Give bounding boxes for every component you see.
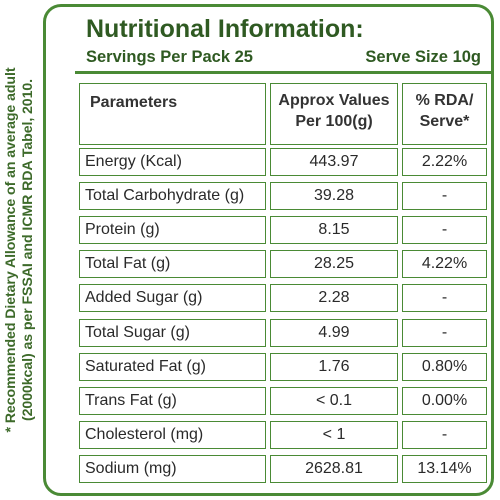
table-row: Saturated Fat (g) 1.76 0.80% [46,352,491,381]
value-cell: 443.97 [270,148,398,176]
parameter-cell: Added Sugar (g) [79,284,266,313]
header-rda-label: % RDA/ Serve* [415,92,474,130]
parameter-cell: Total Carbohydrate (g) [79,182,266,211]
table-row: Total Fat (g) 28.25 4.22% [46,250,491,279]
table-row: Total Sugar (g) 4.99- [46,318,491,347]
parameter-cell: Sodium (mg) [79,454,266,483]
parameter-cell: Saturated Fat (g) [79,352,266,381]
table-row: Added Sugar (g) 2.28- [46,284,491,313]
rda-cell: 2.22% [402,148,487,176]
parameter-cell: Total Fat (g) [79,250,266,279]
rda-cell: 4.22% [402,250,487,279]
value-cell: 2628.81 [270,454,398,483]
rda-cell: - [402,284,487,313]
value-cell: < 1 [270,420,398,449]
value-cell: < 0.1 [270,386,398,415]
footnote-line-1: * Recommended Dietary Allowance of an av… [3,67,19,433]
parameter-cell: Cholesterol (mg) [79,420,266,449]
footnote-text: * Recommended Dietary Allowance of an av… [3,0,39,500]
parameter-cell: Trans Fat (g) [79,386,266,415]
servings-per-pack: Servings Per Pack 25 [86,48,253,66]
header-approx-label: Approx Values Per 100(g) [278,92,390,130]
parameter-cell: Protein (g) [79,216,266,245]
footnote: * Recommended Dietary Allowance of an av… [3,0,39,500]
table-row: Protein (g) 8.15- [46,216,491,245]
rda-cell: 0.80% [402,352,487,381]
nutrition-label: Nutritional Information: Servings Per Pa… [43,4,494,496]
rda-cell: 13.14% [402,454,487,483]
value-cell: 2.28 [270,284,398,313]
table-row: Energy (Kcal) 443.97 2.22% [46,148,491,176]
header-divider [75,71,491,74]
rda-cell: - [402,420,487,449]
value-cell: 28.25 [270,250,398,279]
footnote-line-2: (2000kcal) as per FSSAI and ICMR RDA Tab… [20,78,36,422]
value-cell: 4.99 [270,318,398,347]
parameter-cell: Energy (Kcal) [79,148,266,176]
parameter-cell: Total Sugar (g) [79,318,266,347]
value-cell: 1.76 [270,352,398,381]
header-parameters-label: Parameters [90,94,178,111]
header-approx-values: Approx Values Per 100(g) [270,83,398,145]
header-parameters: Parameters [79,83,266,145]
value-cell: 8.15 [270,216,398,245]
table-row: Trans Fat (g) < 0.1 0.00% [46,386,491,415]
rda-cell: - [402,318,487,347]
table-row: Sodium (mg) 2628.81 13.14% [46,454,491,483]
serve-size: Serve Size 10g [365,48,481,66]
label-title: Nutritional Information: [86,15,364,43]
rda-cell: - [402,182,487,211]
value-cell: 39.28 [270,182,398,211]
rda-cell: 0.00% [402,386,487,415]
header-rda: % RDA/ Serve* [402,83,487,145]
table-row: Cholesterol (mg) < 1- [46,420,491,449]
table-row: Total Carbohydrate (g) 39.28- [46,182,491,211]
rda-cell: - [402,216,487,245]
